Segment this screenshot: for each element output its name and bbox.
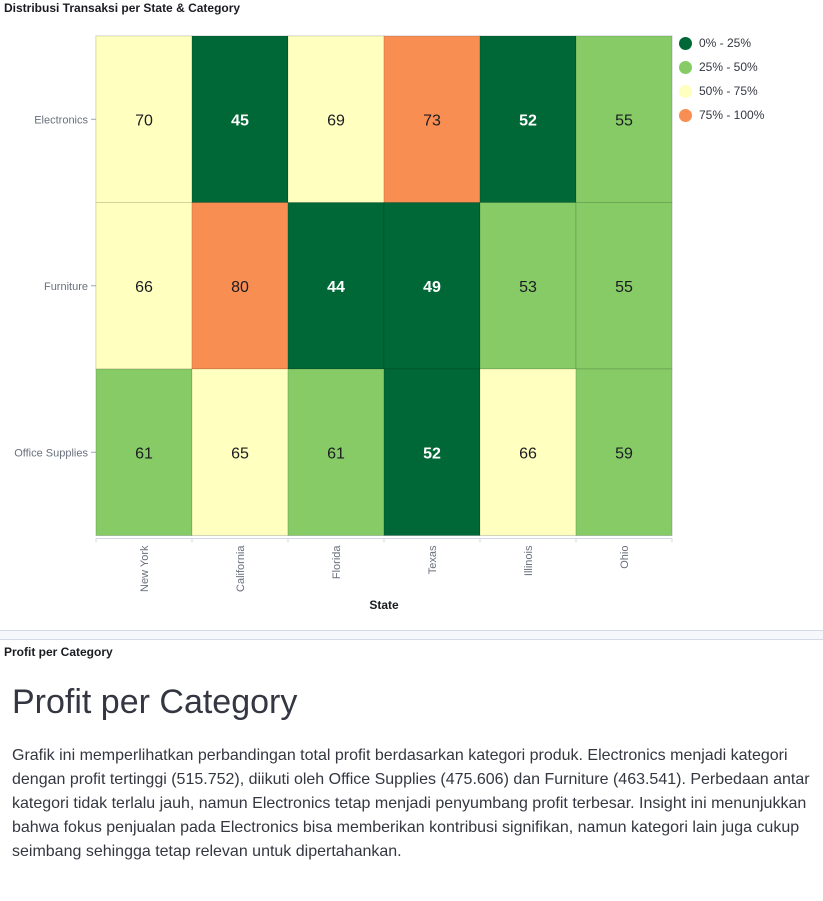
x-tick-label: Florida (331, 545, 343, 580)
x-tick-label: Ohio (619, 546, 631, 569)
heatmap-cell[interactable] (95, 202, 193, 370)
heatmap-cell[interactable] (287, 35, 385, 203)
y-tick-label: Electronics (34, 114, 88, 126)
cell-value-label: 59 (615, 445, 633, 462)
cell-value-label: 70 (135, 112, 153, 129)
legend[interactable]: 0% - 25% 25% - 50% 50% - 75% 75% - 100% (679, 31, 819, 127)
cell-value-label: 66 (135, 279, 153, 296)
cell-value-label: 66 (519, 445, 537, 462)
cell-value-label: 55 (615, 279, 633, 296)
y-axis: Electronics Furniture Office Supplies (14, 114, 96, 459)
heatmap-cell[interactable] (191, 368, 289, 536)
heatmap-cell-labels: 70 45 69 73 52 55 66 80 44 49 53 55 61 65 61 52 66 59 (135, 112, 633, 462)
heatmap-panel-title: Distribusi Transaksi per State & Categor… (4, 1, 241, 15)
x-tick-label: Texas (427, 545, 439, 574)
cell-value-label: 49 (423, 279, 441, 296)
cell-value-label: 44 (327, 279, 345, 296)
legend-label: 25% - 50% (699, 60, 758, 74)
heatmap-cell[interactable] (191, 202, 289, 370)
legend-item[interactable]: 50% - 75% (679, 79, 819, 103)
y-tick-label: Office Supplies (14, 447, 88, 459)
legend-swatch-icon (679, 60, 692, 74)
heatmap-cell[interactable] (479, 202, 577, 370)
cell-value-label: 52 (519, 112, 537, 129)
cell-value-label: 65 (231, 445, 249, 462)
heatmap-cell[interactable] (575, 202, 673, 370)
x-tick-label: Illinois (523, 545, 535, 576)
markdown-paragraph: Grafik ini memperlihatkan perbandingan t… (12, 747, 810, 860)
x-tick-label: California (235, 545, 247, 592)
panel-divider (0, 630, 823, 640)
cell-value-label: 69 (327, 112, 345, 129)
cell-value-label: 80 (231, 279, 249, 296)
x-axis-title: State (369, 598, 399, 612)
cell-value-label: 61 (135, 445, 153, 462)
y-tick-label: Furniture (44, 281, 88, 293)
legend-swatch-icon (679, 36, 692, 50)
legend-label: 0% - 25% (699, 36, 752, 50)
cell-value-label: 73 (423, 112, 441, 129)
legend-item[interactable]: 25% - 50% (679, 55, 819, 79)
heatmap-cell[interactable] (575, 35, 673, 203)
legend-item[interactable]: 75% - 100% (679, 103, 819, 127)
x-tick-label: New York (139, 545, 151, 592)
cell-value-label: 55 (615, 112, 633, 129)
cell-value-label: 61 (327, 445, 345, 462)
heatmap-cell[interactable] (383, 202, 481, 370)
cell-value-label: 53 (519, 279, 537, 296)
cell-value-label: 45 (231, 112, 249, 129)
legend-item[interactable]: 0% - 25% (679, 31, 819, 55)
legend-label: 75% - 100% (699, 108, 765, 122)
x-axis: New York California Florida Texas Illinois Oh… (95, 538, 673, 592)
heatmap-chart: 70 45 69 73 52 55 66 80 44 49 53 55 61 65 61 52 66 59 Ele… (14, 35, 673, 612)
heatmap-cell[interactable] (479, 35, 577, 203)
cell-value-label: 52 (423, 445, 441, 462)
heatmap-cell[interactable] (95, 368, 193, 536)
heatmap-cell[interactable] (479, 368, 577, 536)
legend-label: 50% - 75% (699, 84, 758, 98)
heatmap-cell[interactable] (383, 35, 481, 203)
heatmap-cell[interactable] (575, 368, 673, 536)
markdown-heading: Profit per Category (12, 683, 298, 721)
legend-swatch-icon (679, 84, 692, 98)
legend-swatch-icon (679, 108, 692, 122)
heatmap-cells (95, 35, 673, 536)
markdown-panel-title: Profit per Category (4, 645, 113, 659)
